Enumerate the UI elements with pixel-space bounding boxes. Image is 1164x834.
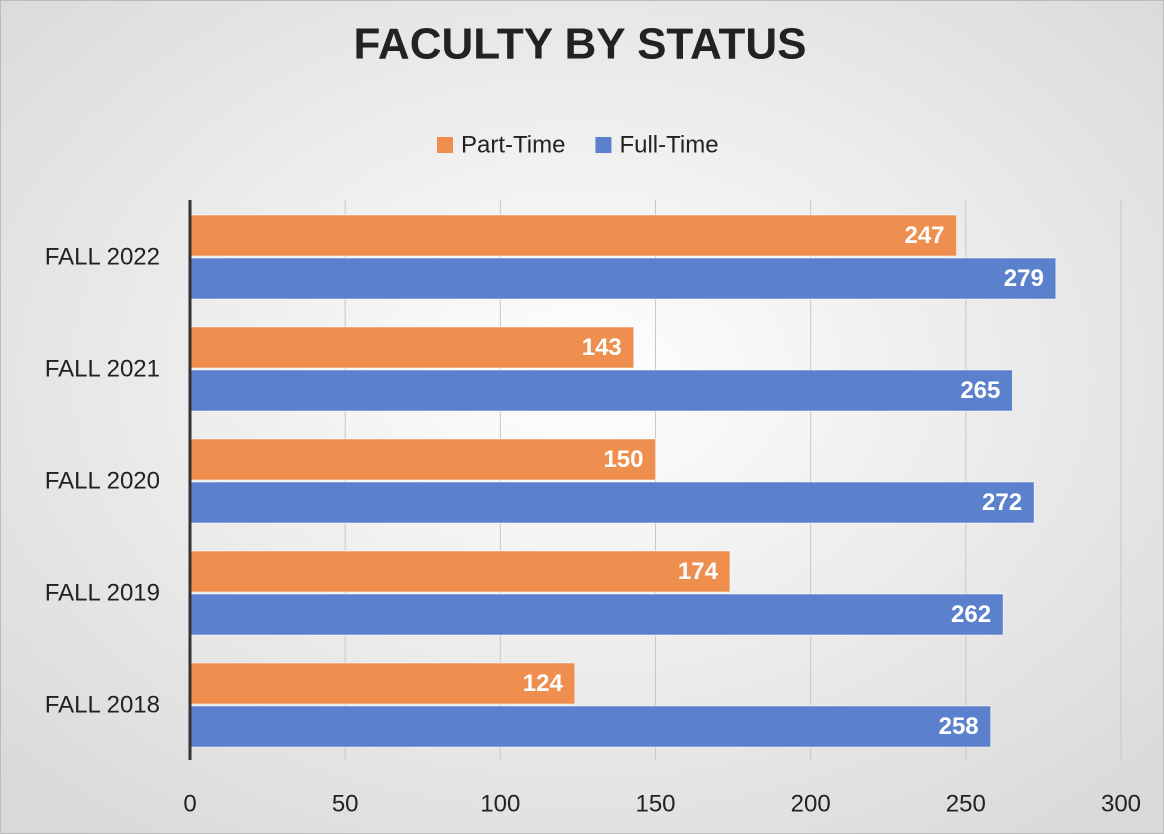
x-tick-label: 150	[635, 790, 675, 817]
bar	[189, 326, 635, 369]
legend-swatch	[437, 137, 453, 153]
data-label: 265	[960, 377, 1000, 404]
bar	[189, 257, 1057, 300]
y-tick-label: FALL 2020	[45, 467, 160, 494]
x-tick-label: 250	[946, 790, 986, 817]
legend-swatch	[595, 137, 612, 153]
chart-title: FACULTY BY STATUS	[353, 20, 806, 69]
data-label: 124	[523, 670, 564, 697]
bar	[189, 369, 1013, 412]
x-tick-label: 200	[791, 790, 831, 817]
legend-label: Part-Time	[461, 131, 565, 158]
data-label: 258	[939, 713, 979, 740]
data-label: 174	[678, 558, 719, 585]
y-tick-label: FALL 2019	[45, 579, 160, 606]
x-tick-label: 300	[1101, 790, 1141, 817]
y-tick-label: FALL 2018	[45, 691, 160, 718]
legend: Part-Time Full-Time	[437, 131, 719, 158]
bar	[189, 438, 656, 481]
data-label: 279	[1004, 265, 1044, 292]
data-label: 262	[951, 601, 991, 628]
data-label: 272	[982, 489, 1022, 516]
data-label: 247	[904, 222, 944, 249]
data-label: 150	[603, 446, 643, 473]
bar	[189, 593, 1004, 636]
bar	[189, 705, 991, 748]
y-tick-label: FALL 2021	[45, 355, 160, 382]
data-label: 143	[582, 334, 622, 361]
bar	[189, 214, 957, 257]
bar	[189, 662, 576, 705]
y-tick-label: FALL 2022	[45, 243, 160, 270]
x-tick-label: 0	[183, 790, 196, 817]
bar	[189, 550, 731, 593]
legend-label: Full-Time	[619, 131, 718, 158]
x-tick-label: 100	[480, 790, 520, 817]
bar	[189, 481, 1035, 524]
x-tick-label: 50	[332, 790, 359, 817]
